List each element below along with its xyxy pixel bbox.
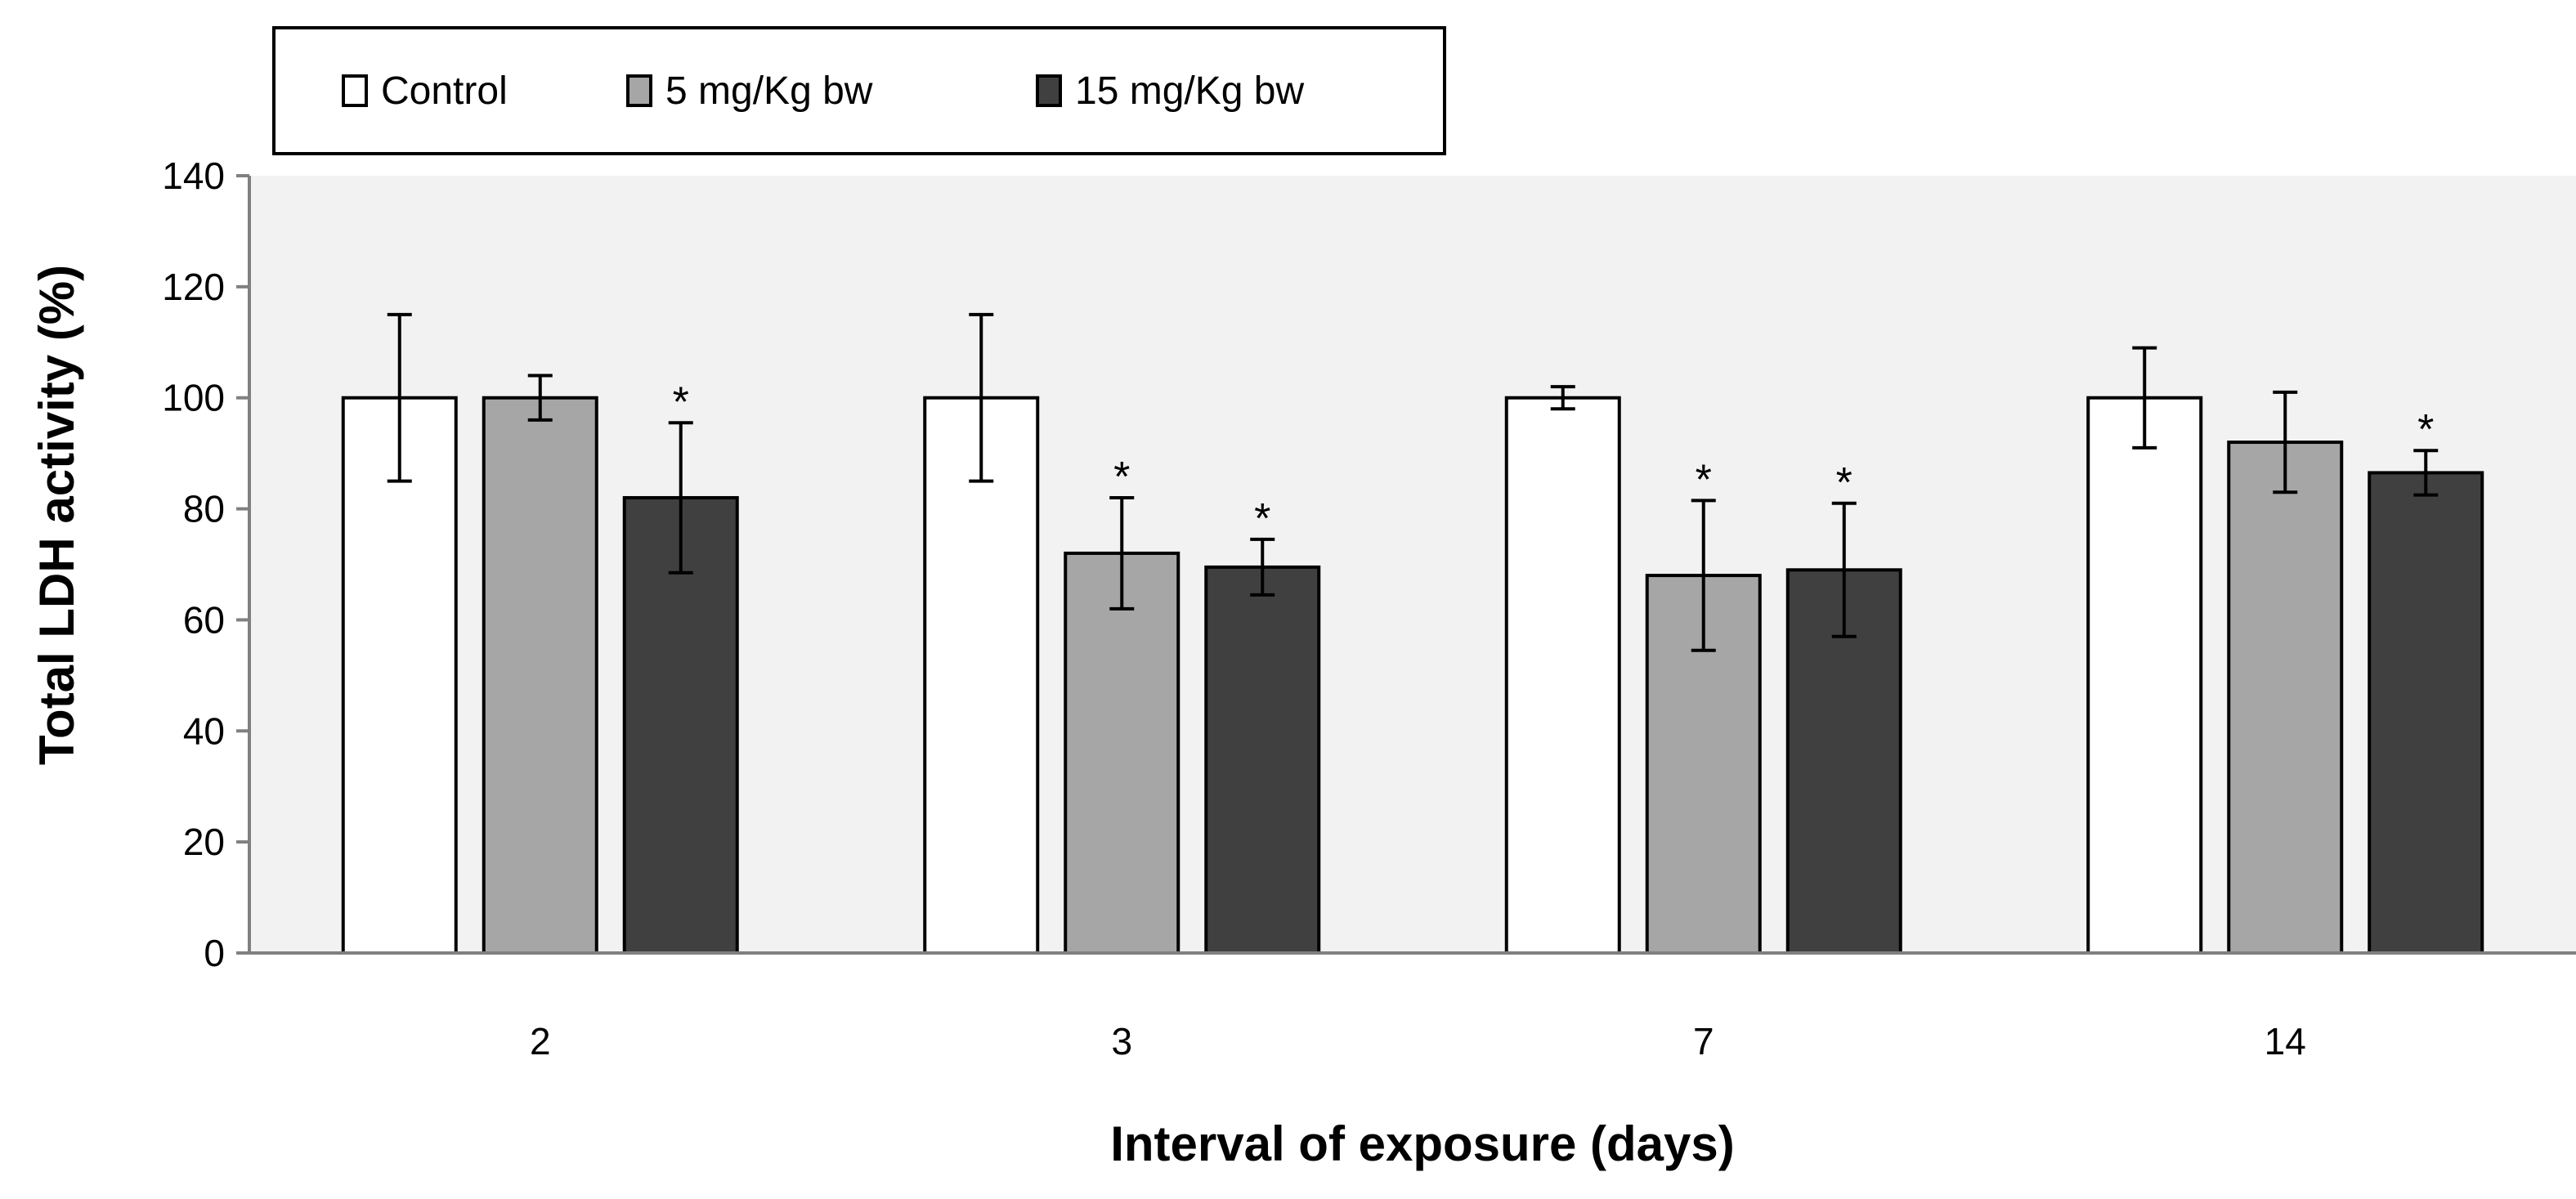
y-tick-label: 0 <box>204 932 225 974</box>
significance-marker: * <box>1254 495 1270 543</box>
y-axis-title: Total LDH activity (%) <box>29 265 84 765</box>
legend-swatch <box>626 74 652 107</box>
bar <box>1504 396 1621 955</box>
y-tick-label: 140 <box>162 154 225 197</box>
y-tick-label: 80 <box>183 488 225 530</box>
bar <box>482 396 598 955</box>
legend-swatch <box>342 74 368 107</box>
significance-marker: * <box>2417 406 2434 454</box>
y-tick-label: 100 <box>162 377 225 419</box>
bar <box>2227 441 2344 955</box>
bar <box>1204 565 1321 955</box>
legend-label: 5 mg/Kg bw <box>665 69 873 113</box>
legend: Control 5 mg/Kg bw 15 mg/Kg bw <box>272 26 1446 155</box>
axes-layer: 0 20 40 60 80 100 120 140 2 3 7 14 <box>162 154 2576 1063</box>
x-tick-label: 3 <box>1111 1020 1132 1063</box>
x-axis-title: Interval of exposure (days) <box>1110 1116 1735 1171</box>
plot-area <box>249 176 2576 953</box>
significance-marker: * <box>1113 454 1130 501</box>
significance-marker: * <box>1836 459 1852 507</box>
y-tick-label: 40 <box>183 709 225 752</box>
y-tick-label: 60 <box>183 598 225 641</box>
bar <box>2086 396 2203 955</box>
y-tick-label: 20 <box>183 821 225 863</box>
y-tick-label: 120 <box>162 266 225 308</box>
x-tick-label: 2 <box>530 1020 551 1063</box>
x-tick-label: 7 <box>1693 1020 1714 1063</box>
significance-marker: * <box>1696 456 1712 503</box>
bar <box>2368 471 2484 955</box>
bar <box>1064 551 1180 955</box>
legend-label: Control <box>381 69 508 113</box>
x-tick-label: 14 <box>2265 1020 2306 1063</box>
bar <box>923 396 1040 955</box>
legend-label: 15 mg/Kg bw <box>1075 69 1304 113</box>
legend-frame <box>272 26 1446 155</box>
bars-layer: * * * * * * <box>341 312 2484 955</box>
significance-marker: * <box>673 378 689 426</box>
bar <box>341 396 458 955</box>
legend-swatch <box>1036 74 1062 107</box>
